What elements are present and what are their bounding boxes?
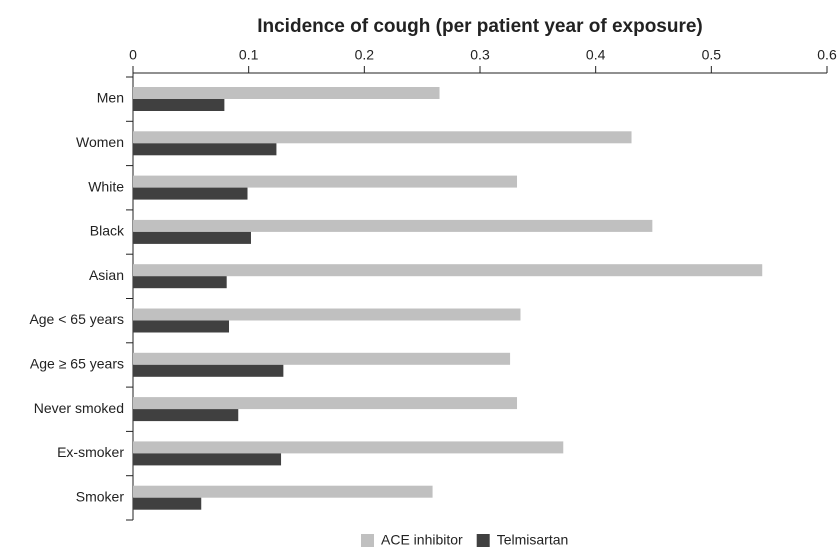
x-tick-label: 0.2: [355, 47, 375, 63]
y-tick-label: Men: [97, 90, 124, 106]
x-tick-label: 0.3: [470, 47, 490, 63]
bar: [133, 497, 202, 510]
bar: [133, 219, 653, 232]
bar: [133, 320, 230, 333]
bar: [133, 397, 518, 410]
x-tick-label: 0.1: [239, 47, 259, 63]
legend-swatch: [361, 534, 374, 547]
y-tick-label: Smoker: [76, 488, 125, 504]
y-tick-label: Never smoked: [34, 400, 124, 416]
bar: [133, 187, 248, 200]
bar: [133, 441, 564, 454]
legend-label: Telmisartan: [497, 532, 569, 548]
y-tick-label: Ex-smoker: [57, 444, 124, 460]
bar: [133, 87, 440, 99]
bar: [133, 364, 284, 377]
bar: [133, 264, 763, 277]
y-tick-label: Women: [76, 134, 124, 150]
bar: [133, 143, 277, 156]
bar: [133, 276, 227, 289]
bar: [133, 231, 251, 244]
bar: [133, 308, 521, 321]
y-tick-label: Age ≥ 65 years: [30, 356, 124, 372]
bar: [133, 453, 282, 466]
y-tick-label: White: [88, 178, 124, 194]
bar: [133, 131, 632, 144]
y-tick-label: Age < 65 years: [29, 311, 124, 327]
bar: [133, 175, 518, 188]
bar: [133, 485, 433, 498]
legend-label: ACE inhibitor: [381, 532, 463, 548]
x-tick-label: 0.4: [586, 47, 606, 63]
chart-title: Incidence of cough (per patient year of …: [257, 16, 703, 37]
bar: [133, 409, 239, 422]
y-tick-label: Asian: [89, 267, 124, 283]
x-tick-label: 0: [129, 47, 137, 63]
bar: [133, 99, 225, 111]
bar: [133, 352, 511, 365]
legend-swatch: [476, 534, 490, 547]
x-tick-label: 0.6: [817, 47, 837, 63]
x-tick-label: 0.5: [702, 47, 722, 63]
y-tick-label: Black: [90, 223, 125, 239]
